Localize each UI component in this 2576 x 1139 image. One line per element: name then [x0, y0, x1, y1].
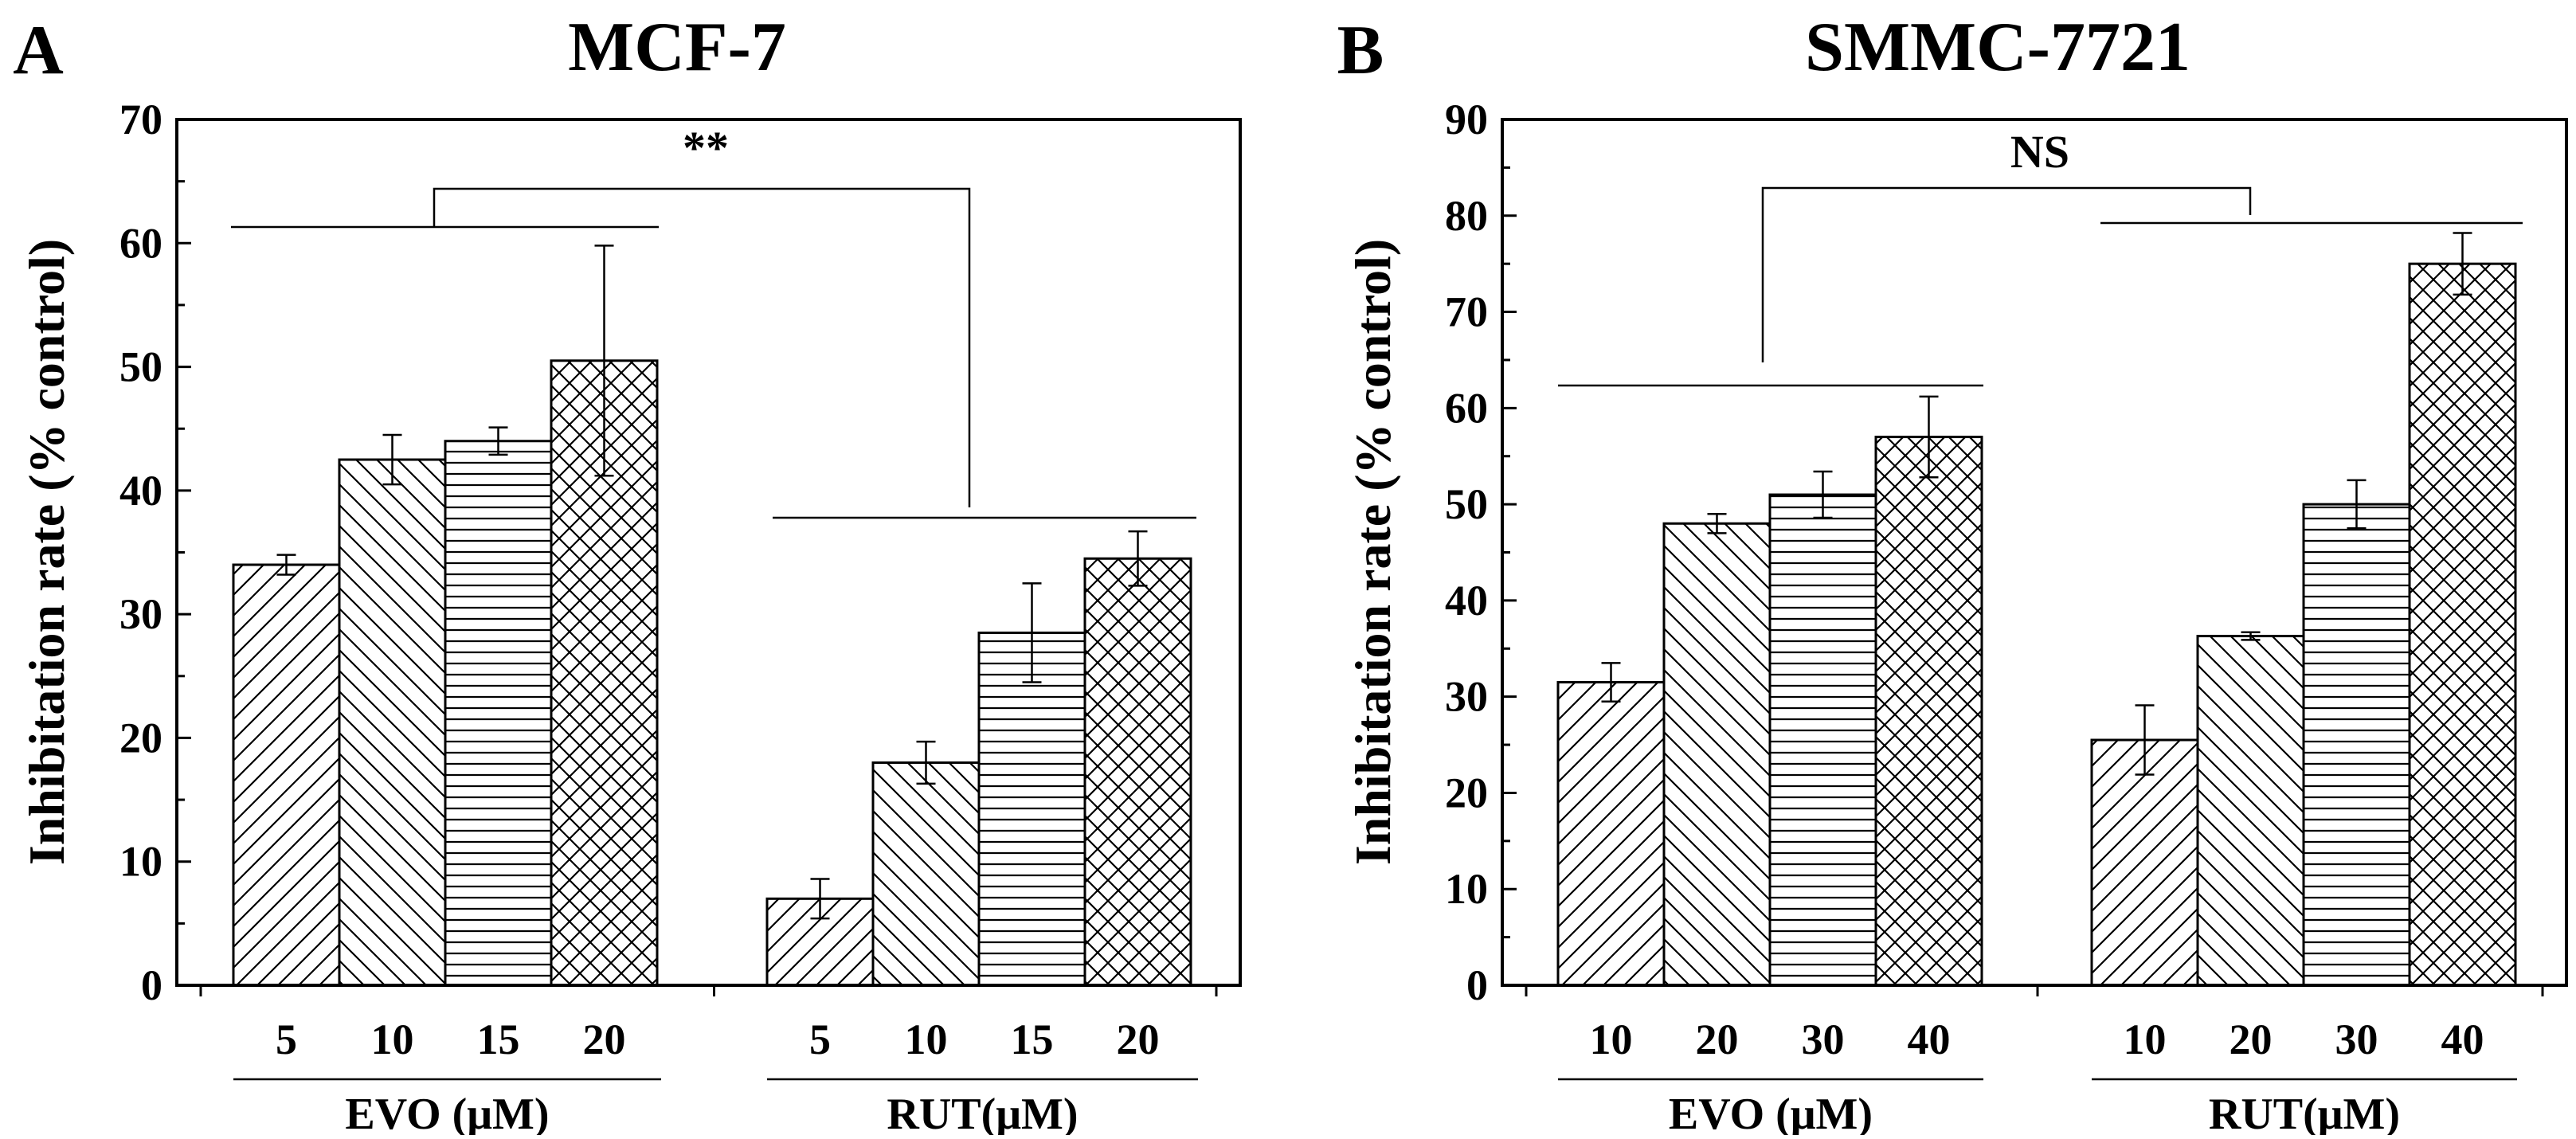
panel-b-y-tick-label: 70	[1445, 288, 1488, 336]
panel-a-title: MCF-7	[568, 9, 786, 86]
panel-b-title: SMMC-7721	[1805, 9, 2190, 86]
panel-a-group-label: EVO (μM)	[345, 1090, 549, 1135]
panel-a: A MCF-7 Inhibitation rate (% control) 0 1…	[13, 9, 1242, 1139]
panel-b-bar	[2302, 503, 2411, 987]
panel-b-y-tick-label: 30	[1445, 673, 1488, 721]
panel-b-y-tick-label: 90	[1445, 96, 1488, 143]
panel-b-bar	[2090, 738, 2199, 987]
panel-a-y-tick-label: 0	[141, 961, 162, 1009]
panel-b-plot: 0 10 20 30 40 50 60 70 80 90 10 20 30 40 EVO (μM) 10 20 3…	[1445, 96, 2568, 1139]
panel-b-category-label: 30	[2335, 1016, 2378, 1063]
panel-a-y-tick-label: 40	[119, 467, 162, 515]
panel-a-bar	[1083, 557, 1192, 987]
panel-b-bar	[2408, 262, 2517, 987]
panel-a-category-label: 5	[276, 1016, 297, 1063]
panel-a-category-label: 15	[1011, 1016, 1054, 1063]
panel-b-significance-bracket	[1761, 186, 2252, 362]
panel-b-bar	[1556, 681, 1666, 987]
panel-b-y-tick-label: 40	[1445, 577, 1488, 624]
panel-b-bar	[1874, 436, 1983, 987]
panel-a-group-label: RUT(μM)	[887, 1090, 1078, 1135]
panel-b-y-tick-label: 20	[1445, 769, 1488, 816]
panel-b-category-label: 10	[1590, 1016, 1633, 1063]
panel-b-bar	[1768, 493, 1877, 987]
panel-b-y-tick-label: 60	[1445, 384, 1488, 432]
panel-b-category-label: 20	[2230, 1016, 2273, 1063]
panel-a-bar	[871, 761, 981, 987]
panel-a-y-axis-label: Inhibitation rate (% control)	[18, 239, 75, 865]
panel-a-category-label: 10	[371, 1016, 414, 1063]
panel-a-y-tick-label: 70	[119, 96, 162, 143]
panel-a-y-tick-label: 20	[119, 714, 162, 761]
panel-a-category-label: 10	[905, 1016, 948, 1063]
panel-b-letter: B	[1337, 12, 1384, 89]
panel-b-y-tick-label: 80	[1445, 192, 1488, 240]
panel-a-category-label: 20	[583, 1016, 626, 1063]
panel-b-group-label: RUT(μM)	[2209, 1090, 2400, 1135]
panel-a-letter: A	[13, 12, 64, 89]
panel-a-y-tick-label: 60	[119, 219, 162, 267]
panel-b-bar	[2196, 635, 2305, 987]
panel-b-y-axis-label: Inhibitation rate (% control)	[1345, 239, 1401, 865]
panel-a-category-label: 5	[809, 1016, 831, 1063]
panel-a-plot: 0 10 20 30 40 50 60 70 5 10 15 20 EVO (μM) 5 10 15 20 RUT…	[119, 96, 1242, 1139]
panel-b-y-tick-label: 0	[1466, 961, 1488, 1009]
panel-b-category-label: 30	[1802, 1016, 1845, 1063]
panel-b-y-tick-label: 50	[1445, 480, 1488, 528]
panel-a-bar	[232, 563, 341, 987]
panel-a-category-label: 15	[477, 1016, 520, 1063]
panel-a-significance-bracket	[433, 187, 971, 507]
panel-a-y-tick-label: 10	[119, 838, 162, 886]
panel-b-group-label: EVO (μM)	[1669, 1090, 1873, 1135]
panel-b-significance-label: NS	[2010, 126, 2069, 178]
panel-a-bar	[444, 440, 553, 987]
panel-b-y-tick-label: 10	[1445, 865, 1488, 913]
panel-a-bar	[977, 631, 1086, 987]
panel-b-category-label: 10	[2124, 1016, 2167, 1063]
panel-b-category-label: 20	[1696, 1016, 1739, 1063]
panel-a-y-tick-label: 50	[119, 343, 162, 391]
panel-a-significance-label: **	[683, 122, 729, 174]
panel-b-bar	[1662, 522, 1771, 987]
panel-a-y-tick-label: 30	[119, 590, 162, 638]
panel-b: B SMMC-7721 Inhibitation rate (% control…	[1337, 9, 2568, 1139]
panel-a-bar	[338, 458, 447, 987]
panel-b-category-label: 40	[2441, 1016, 2484, 1063]
panel-a-category-label: 20	[1117, 1016, 1160, 1063]
panel-b-category-label: 40	[1908, 1016, 1951, 1063]
